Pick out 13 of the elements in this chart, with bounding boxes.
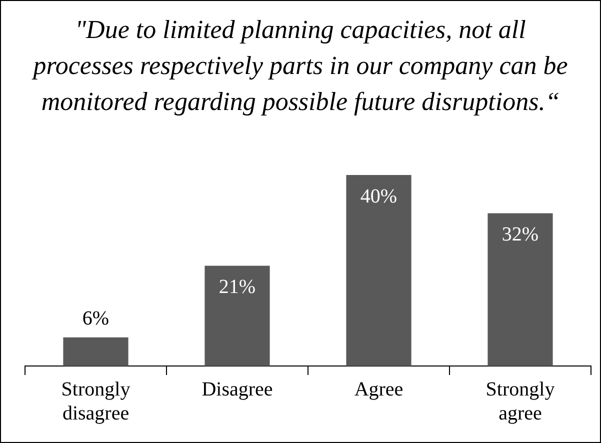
x-tick-label: Strongly disagree [61, 378, 130, 424]
x-tick-label: Strongly agree [486, 378, 555, 424]
bar [488, 213, 553, 366]
data-label: 21% [218, 276, 256, 298]
data-label: 32% [502, 223, 539, 246]
chart-title: "Due to limited planning capacities, not all processes respectively parts in our company can be monitored regarding possible future disruptions.“ [30, 14, 569, 118]
bar [63, 337, 128, 366]
data-label: 6% [82, 308, 110, 330]
data-label: 40% [360, 185, 398, 208]
bar [204, 266, 270, 366]
x-tick-label: Disagree [202, 378, 273, 400]
x-tick-label: Agree [354, 378, 404, 400]
bar [346, 175, 412, 366]
